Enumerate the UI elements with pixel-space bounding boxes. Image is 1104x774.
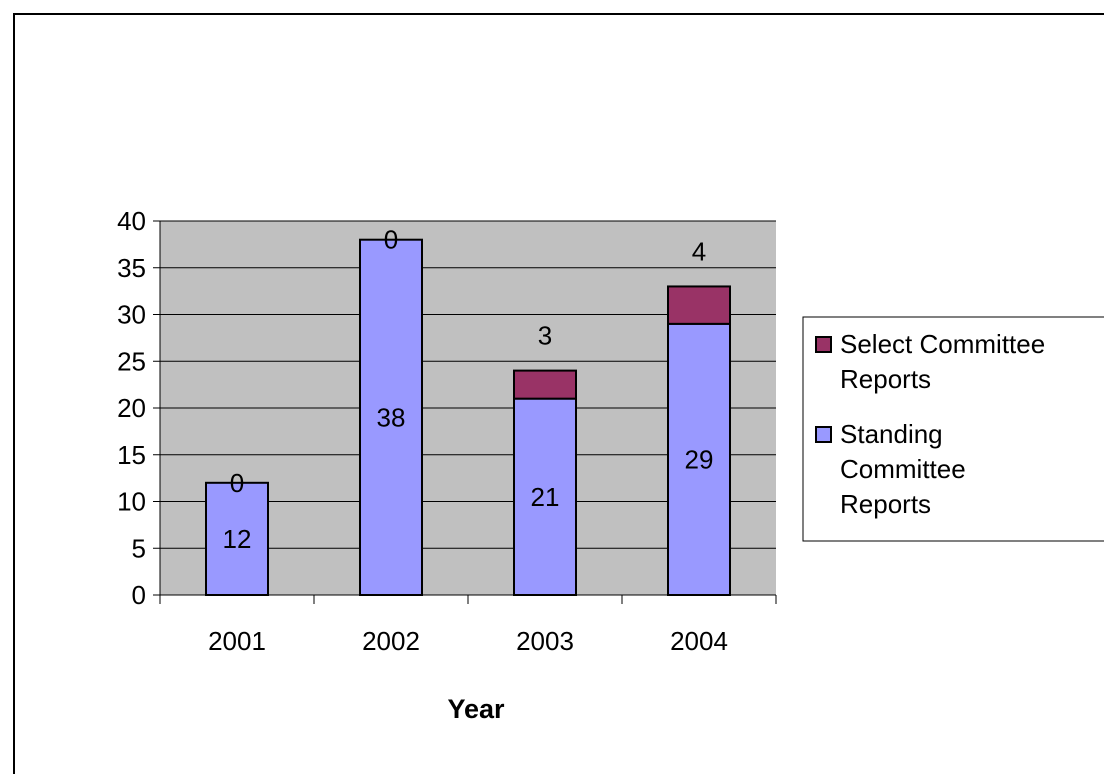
x-tick-label: 2002 [362, 626, 420, 656]
y-tick-label: 15 [117, 440, 146, 470]
data-label-standing-2003: 21 [531, 482, 560, 512]
y-tick-label: 5 [132, 533, 146, 563]
bar-standing-2001 [205, 481, 269, 596]
x-tick-label: 2001 [208, 626, 266, 656]
legend-swatch-select [815, 336, 832, 353]
data-label-select-2001: 0 [230, 468, 244, 498]
legend: Select Committee Reports Standing Committee… [802, 316, 1104, 542]
data-label-select-2004: 4 [692, 236, 706, 266]
y-tick-label: 40 [117, 206, 146, 236]
bar-standing-2004 [667, 322, 731, 596]
bars [205, 238, 731, 596]
y-tick-label: 20 [117, 393, 146, 423]
y-tick-label: 30 [117, 300, 146, 330]
y-tick-label: 25 [117, 346, 146, 376]
legend-label: Select Committee [840, 329, 1045, 359]
legend-label: Reports [840, 489, 931, 519]
x-tick-label: 2003 [516, 626, 574, 656]
legend-box [802, 316, 1104, 542]
legend-label: Standing [840, 419, 943, 449]
data-label-standing-2004: 29 [685, 444, 714, 474]
bar-standing-2003 [513, 397, 577, 596]
y-tick-label: 35 [117, 253, 146, 283]
data-label-select-2003: 3 [538, 321, 552, 351]
y-tick-label: 10 [117, 487, 146, 517]
bar-select-2004 [667, 285, 731, 325]
legend-label: Reports [840, 364, 931, 394]
data-label-standing-2001: 12 [223, 524, 252, 554]
data-label-standing-2002: 38 [377, 402, 406, 432]
bar-select-2003 [513, 369, 577, 400]
x-axis: 2001 2002 2003 2004 [159, 594, 777, 656]
x-axis-title: Year [447, 694, 505, 724]
y-axis: 0 5 10 15 20 25 30 35 40 [117, 206, 161, 610]
legend-label: Committee [840, 454, 966, 484]
bar-standing-2002 [359, 238, 423, 596]
x-tick-label: 2004 [670, 626, 728, 656]
data-labels: 12 0 38 0 21 3 29 4 [223, 225, 714, 554]
y-tick-label: 0 [132, 580, 146, 610]
data-label-select-2002: 0 [384, 225, 398, 255]
legend-swatch-standing [815, 426, 832, 443]
